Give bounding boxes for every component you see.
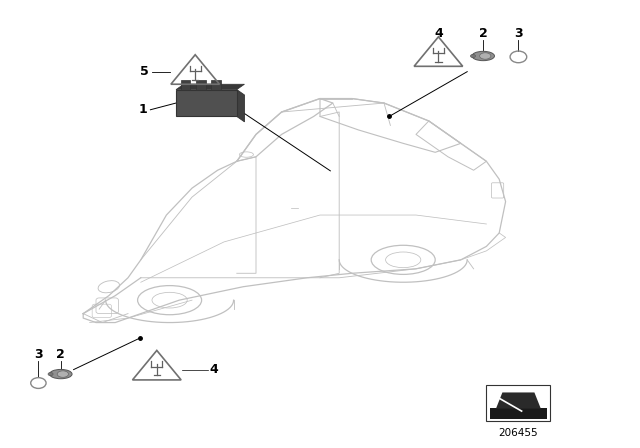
Ellipse shape [48, 372, 53, 376]
Text: 2: 2 [479, 27, 488, 40]
FancyBboxPatch shape [180, 80, 191, 90]
Ellipse shape [49, 370, 72, 379]
Ellipse shape [57, 371, 68, 377]
FancyBboxPatch shape [211, 80, 221, 90]
Polygon shape [496, 392, 541, 409]
Polygon shape [237, 90, 244, 122]
Text: 3: 3 [34, 348, 43, 361]
FancyBboxPatch shape [196, 80, 205, 90]
Text: 1: 1 [138, 103, 147, 116]
Ellipse shape [479, 53, 491, 59]
Polygon shape [176, 84, 244, 90]
FancyBboxPatch shape [176, 90, 237, 116]
Text: 2: 2 [56, 348, 65, 361]
Text: 206455: 206455 [499, 428, 538, 438]
Text: 4: 4 [434, 27, 443, 40]
FancyBboxPatch shape [486, 385, 550, 421]
Text: 3: 3 [514, 27, 523, 40]
Text: 5: 5 [140, 65, 149, 78]
Ellipse shape [472, 52, 495, 60]
Bar [490, 408, 547, 419]
Text: 4: 4 [209, 363, 218, 376]
Ellipse shape [470, 54, 476, 58]
